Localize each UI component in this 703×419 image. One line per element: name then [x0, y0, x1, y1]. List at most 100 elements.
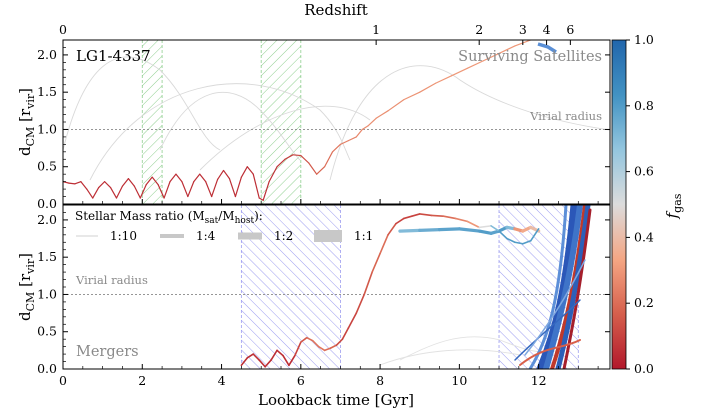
top-faint-orbits [63, 56, 610, 181]
series-segment [411, 213, 421, 217]
merger-track-9 [524, 259, 586, 356]
series-segment [199, 173, 207, 183]
bottom-panel: Virial radius Mergers Stellar Mass ratio… [16, 204, 611, 409]
y-tick-label: 2.0 [37, 47, 57, 62]
y-tick-label: 1.0 [37, 121, 57, 136]
series-segment [211, 178, 219, 198]
colorbar: 0.0 0.2 0.4 0.6 0.8 1.0 fgas [611, 32, 684, 376]
series-segment [317, 345, 326, 352]
series-segment [270, 349, 278, 361]
series-segment [252, 173, 260, 199]
legend-title: Stellar Mass ratio (Msat/Mhost): [75, 209, 263, 226]
series-segment [294, 341, 302, 357]
series-segment [288, 354, 296, 367]
series-segment [222, 169, 231, 180]
x-tick-label: 8 [376, 373, 384, 388]
top-panel-label: Surviving Satellites [458, 49, 602, 65]
x-tick-label: 10 [451, 373, 467, 388]
series-segment [387, 222, 397, 236]
x-axis-title: Lookback time [Gyr] [258, 391, 414, 409]
series-segment [442, 215, 457, 220]
series-segment [187, 181, 195, 198]
series-segment [228, 178, 237, 198]
series-segment [246, 166, 254, 175]
shaded-interval-1 [142, 40, 163, 204]
redshift-tick-label: 2 [475, 22, 483, 37]
series-segment [498, 45, 516, 55]
x-tick-label: 2 [138, 373, 146, 388]
y-tick-label: 1.5 [37, 84, 57, 99]
series-segment [347, 136, 357, 142]
series-segment [498, 230, 508, 240]
y-tick-label: 1.0 [37, 286, 57, 301]
legend-label-1-2: 1:2 [274, 229, 293, 243]
series-segment [276, 158, 286, 168]
x-tick-label: 0 [59, 373, 67, 388]
series-segment [308, 162, 318, 175]
series-segment [163, 181, 171, 199]
series-segment [355, 293, 366, 314]
series-segment [292, 154, 302, 157]
series-segment [98, 181, 106, 189]
y-tick-label: 0.5 [37, 159, 57, 174]
series-segment [92, 187, 100, 199]
series-segment [205, 181, 213, 198]
top-virial-label: Virial radius [529, 109, 602, 123]
series-segment [262, 181, 270, 201]
colorbar-gradient [611, 39, 627, 370]
series-segment [115, 185, 124, 199]
series-segment [355, 128, 363, 138]
series-segment [216, 169, 225, 180]
merger-track-8 [514, 299, 581, 361]
series-segment [139, 184, 147, 199]
colorbar-tick-label: 0.6 [634, 164, 654, 179]
series-segment [403, 91, 421, 101]
colorbar-tick-label: 0.8 [634, 98, 654, 113]
series-segment [418, 213, 433, 217]
series-segment [86, 188, 94, 199]
series-segment [240, 166, 248, 178]
series-segment [324, 151, 334, 168]
legend-label-1-1: 1:1 [354, 229, 373, 243]
merger-track-2 [543, 205, 583, 369]
series-segment [68, 182, 76, 185]
series-segment [466, 220, 480, 229]
series-segment [478, 225, 492, 229]
series-segment [371, 252, 381, 273]
series-segment [151, 176, 159, 186]
series-segment [403, 215, 413, 220]
shaded-interval-2 [261, 40, 301, 204]
series-segment [234, 176, 242, 198]
series-segment [379, 234, 389, 255]
faint-merger-2 [379, 349, 521, 366]
series-segment [258, 359, 266, 368]
bottom-virial-label: Virial radius [75, 273, 148, 287]
series-segment [305, 336, 314, 342]
series-segment [398, 228, 422, 233]
series-segment [175, 173, 183, 183]
series-segment [246, 353, 255, 359]
series-segment [181, 181, 189, 198]
series-segment [430, 214, 445, 217]
series-segment [490, 225, 500, 232]
series-segment [276, 349, 284, 357]
series-segment [521, 239, 532, 245]
top-shaded-intervals [141, 40, 302, 204]
series-segment [145, 176, 153, 186]
series-segment [329, 344, 338, 349]
series-segment [482, 52, 500, 62]
halo-label: LG1-4337 [76, 47, 151, 65]
series-segment [127, 178, 135, 187]
series-segment [311, 339, 320, 348]
series-segment [514, 241, 524, 245]
series-segment [133, 185, 141, 199]
series-segment [418, 228, 442, 232]
legend: Stellar Mass ratio (Msat/Mhost): 1:10 1:… [75, 209, 373, 243]
series-segment [477, 229, 493, 235]
faint-orbit-1 [63, 56, 221, 151]
faint-orbit-5 [199, 105, 371, 171]
series-segment [104, 181, 112, 189]
redshift-axis-title: Redshift [304, 1, 368, 19]
series-segment [252, 353, 261, 361]
